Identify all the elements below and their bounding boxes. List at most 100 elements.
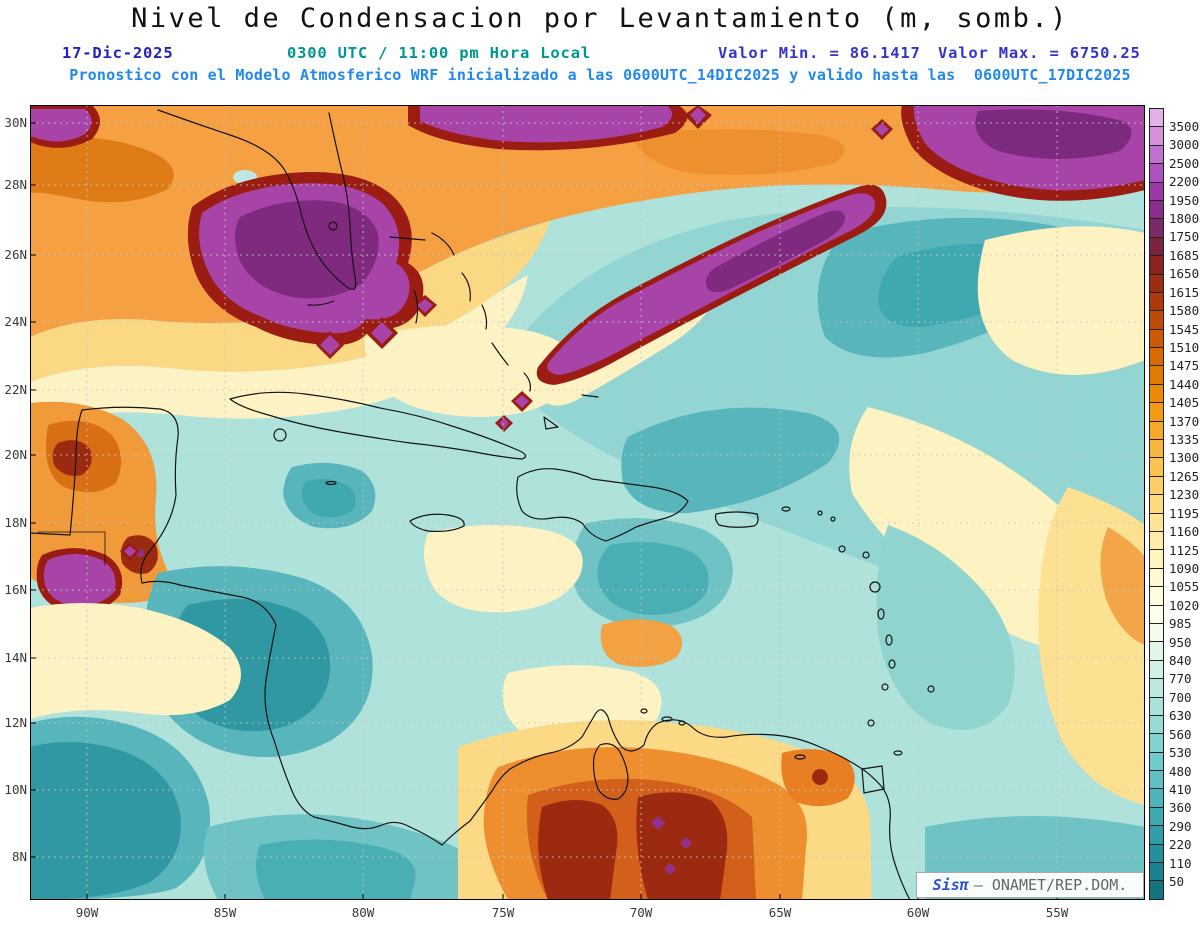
colorbar-segment — [1150, 421, 1163, 441]
colorbar-segment — [1150, 697, 1163, 716]
colorbar-segment — [1150, 366, 1163, 385]
colorbar-segment — [1150, 127, 1163, 146]
colorbar-strip — [1149, 108, 1164, 900]
colorbar-level-label: 480 — [1169, 763, 1192, 779]
lon-tick-label: 75W — [491, 905, 515, 920]
colorbar-segment — [1150, 403, 1163, 422]
colorbar-segment — [1150, 109, 1163, 128]
lon-tick-label: 85W — [213, 905, 237, 920]
colorbar-segment — [1150, 789, 1163, 808]
colorbar-segment — [1150, 623, 1163, 643]
colorbar-level-label: 1685 — [1169, 247, 1200, 263]
colorbar-level-label: 1580 — [1169, 303, 1200, 319]
colorbar-level-label: 1405 — [1169, 395, 1200, 411]
colorbar-segment — [1150, 587, 1163, 606]
colorbar-level-label: 1650 — [1169, 266, 1200, 282]
colorbar-segment — [1150, 826, 1163, 845]
lat-tick-label: 28N — [4, 177, 27, 192]
colorbar-segment — [1150, 807, 1163, 827]
forecast-info: Pronostico con el Modelo Atmosferico WRF… — [69, 66, 1131, 84]
max-value-label: Valor Max. = 6750.25 — [938, 44, 1141, 62]
lon-tick-label: 70W — [629, 905, 653, 920]
colorbar-segment — [1150, 752, 1163, 772]
colorbar-level-label: 360 — [1169, 800, 1192, 816]
colorbar-segment — [1150, 182, 1163, 201]
colorbar-level-label: 220 — [1169, 837, 1192, 853]
colorbar-level-label: 1090 — [1169, 560, 1200, 576]
lat-tick-label: 16N — [4, 582, 27, 597]
colorbar-level-label: 840 — [1169, 653, 1192, 669]
map-canvas — [29, 105, 1145, 901]
colorbar-segment — [1150, 642, 1163, 661]
colorbar-level-label: 410 — [1169, 781, 1192, 797]
colorbar-level-label: 1300 — [1169, 450, 1200, 466]
colorbar-segment — [1150, 513, 1163, 532]
credit-box: Sisπ – ONAMET/REP.DOM. — [916, 872, 1144, 898]
colorbar-segment — [1150, 863, 1163, 882]
colorbar-level-label: 1800 — [1169, 211, 1200, 226]
colorbar-segment — [1150, 274, 1163, 293]
lon-tick-label: 65W — [768, 905, 792, 920]
colorbar-segment — [1150, 458, 1163, 477]
colorbar-level-label: 3000 — [1169, 137, 1200, 153]
credit-org: – ONAMET/REP.DOM. — [973, 876, 1128, 894]
colorbar-segment — [1150, 568, 1163, 588]
lat-tick-label: 30N — [4, 115, 27, 130]
colorbar-level-label: 290 — [1169, 818, 1192, 834]
colorbar-level-label: 1055 — [1169, 579, 1200, 595]
colorbar-segment — [1150, 219, 1163, 238]
credit-brand: Sisπ — [932, 876, 969, 894]
map-border — [30, 105, 1145, 900]
colorbar-segment — [1150, 679, 1163, 698]
colorbar-level-label: 1440 — [1169, 376, 1200, 392]
colorbar-segment — [1150, 329, 1163, 349]
colorbar-segment — [1150, 292, 1163, 312]
lat-tick-label: 12N — [4, 715, 27, 730]
colorbar-level-label: 1230 — [1169, 487, 1200, 503]
map-svg — [29, 105, 1145, 901]
colorbar-level-label: 1950 — [1169, 192, 1200, 208]
colorbar-level-label: 985 — [1169, 616, 1192, 632]
colorbar-segment — [1150, 734, 1163, 753]
colorbar-segment — [1150, 164, 1163, 183]
colorbar-level-label: 1335 — [1169, 432, 1200, 448]
colorbar-level-label: 1615 — [1169, 284, 1200, 300]
colorbar-level-label: 1750 — [1169, 229, 1200, 245]
lat-tick-label: 24N — [4, 314, 27, 329]
grid-layer — [30, 105, 1145, 900]
colorbar-segment — [1150, 476, 1163, 496]
lon-tick-label: 90W — [75, 905, 99, 920]
lat-tick-label: 22N — [4, 382, 27, 397]
colorbar-segment — [1150, 237, 1163, 257]
colorbar-level-label: 1510 — [1169, 339, 1200, 355]
colorbar-level-label: 1160 — [1169, 524, 1200, 540]
lat-tick-label: 14N — [4, 650, 27, 665]
lat-tick-label: 26N — [4, 247, 27, 262]
lon-tick-label: 80W — [351, 905, 375, 920]
colorbar-level-label: 560 — [1169, 726, 1192, 742]
colorbar: 3500 3000 2500 2200 1950 1800 1750 1685 1650 1615… — [1149, 108, 1199, 900]
field-layer — [30, 105, 1145, 900]
lat-tick-label: 8N — [11, 849, 27, 864]
coastline-layer — [29, 109, 935, 901]
lon-tick-label: 55W — [1045, 905, 1069, 920]
colorbar-level-label: 630 — [1169, 708, 1192, 724]
colorbar-segment — [1150, 715, 1163, 735]
colorbar-segment — [1150, 771, 1163, 790]
colorbar-segment — [1150, 660, 1163, 680]
colorbar-segment — [1150, 531, 1163, 551]
colorbar-segment — [1150, 605, 1163, 624]
colorbar-level-label: 2500 — [1169, 155, 1200, 171]
colorbar-segment — [1150, 440, 1163, 459]
colorbar-level-label: 110 — [1169, 855, 1192, 871]
colorbar-level-label: 1545 — [1169, 321, 1200, 337]
colorbar-level-label: 770 — [1169, 671, 1192, 687]
colorbar-segment — [1150, 311, 1163, 330]
lat-tick-label: 10N — [4, 782, 27, 797]
colorbar-segment — [1150, 145, 1163, 165]
colorbar-segment — [1150, 256, 1163, 275]
colorbar-level-label: 1195 — [1169, 505, 1200, 521]
colorbar-level-label: 1125 — [1169, 542, 1200, 558]
colorbar-level-label: 1265 — [1169, 468, 1200, 484]
colorbar-segment — [1150, 200, 1163, 220]
